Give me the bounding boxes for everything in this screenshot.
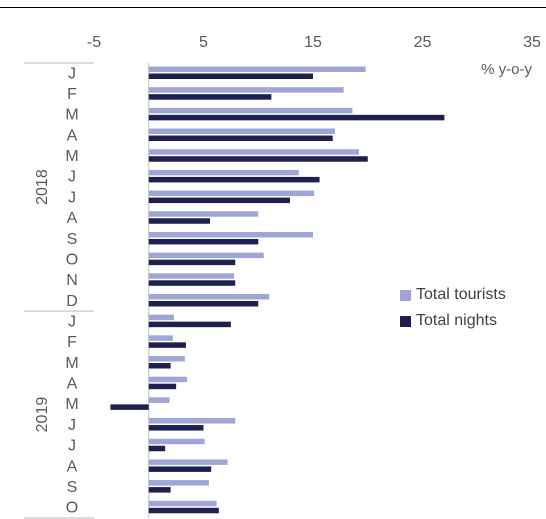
- x-tick-label: 15: [304, 34, 322, 51]
- category-label: A: [67, 210, 78, 227]
- category-label: F: [67, 334, 77, 351]
- legend-swatch-total-tourists: [400, 289, 411, 301]
- x-tick-label: 35: [523, 34, 541, 51]
- bar-total-tourists: [148, 480, 209, 486]
- group-label: 2018: [34, 169, 51, 205]
- category-label: J: [68, 438, 76, 455]
- category-label: M: [65, 107, 78, 124]
- bar-total-tourists: [148, 314, 174, 321]
- bar-total-nights: [110, 404, 149, 410]
- legend-swatch-total-nights: [400, 315, 411, 327]
- bar-total-tourists: [148, 376, 188, 383]
- category-label: A: [67, 458, 78, 475]
- bar-total-nights: [148, 259, 236, 266]
- category-label: O: [66, 251, 78, 268]
- legend-label-total-tourists: Total tourists: [416, 286, 506, 303]
- bar-total-nights: [148, 445, 166, 452]
- bar-total-nights: [148, 300, 259, 307]
- category-label: F: [67, 86, 77, 103]
- category-label: A: [67, 127, 78, 144]
- bar-total-nights: [148, 342, 186, 348]
- bar-total-tourists: [148, 438, 205, 445]
- bar-total-nights: [148, 218, 211, 224]
- bar-total-tourists: [148, 418, 236, 424]
- bar-total-tourists: [148, 252, 264, 259]
- group-label: 2019: [34, 397, 51, 433]
- category-label: M: [65, 148, 78, 165]
- bar-total-tourists: [148, 273, 235, 279]
- bar-total-tourists: [148, 459, 228, 465]
- bar-total-nights: [148, 114, 445, 121]
- bar-total-tourists: [148, 356, 185, 362]
- bar-total-nights: [148, 280, 236, 286]
- bar-total-tourists: [148, 231, 313, 238]
- bar-total-tourists: [148, 397, 170, 403]
- x-tick-label: -5: [87, 34, 101, 51]
- bar-total-tourists: [148, 293, 270, 300]
- category-label: M: [65, 396, 78, 413]
- category-label: D: [66, 293, 78, 310]
- category-label: S: [67, 479, 78, 496]
- category-label: J: [68, 417, 76, 434]
- bar-total-tourists: [148, 66, 366, 72]
- category-label: J: [68, 314, 76, 331]
- bar-total-nights: [148, 466, 212, 472]
- legend-item-total-tourists: Total tourists: [400, 282, 506, 308]
- bar-total-tourists: [148, 335, 173, 341]
- bar-total-nights: [148, 156, 368, 162]
- bar-total-tourists: [148, 87, 344, 93]
- bar-total-tourists: [148, 128, 335, 135]
- bar-total-nights: [148, 383, 177, 390]
- x-tick-label: 5: [199, 34, 208, 51]
- category-label: A: [67, 376, 78, 393]
- bar-total-nights: [148, 197, 291, 204]
- category-label: N: [66, 272, 78, 289]
- unit-label: % y-o-y: [481, 61, 532, 78]
- bar-total-tourists: [148, 169, 299, 176]
- category-label: J: [68, 189, 76, 206]
- bar-total-tourists: [148, 190, 315, 197]
- legend-label-total-nights: Total nights: [416, 312, 497, 329]
- category-label: J: [68, 65, 76, 82]
- bar-total-nights: [148, 507, 219, 514]
- bar-total-tourists: [148, 500, 217, 507]
- legend-item-total-nights: Total nights: [400, 308, 506, 334]
- bar-total-nights: [148, 238, 259, 245]
- bar-total-nights: [148, 321, 231, 328]
- bar-total-nights: [148, 135, 333, 142]
- category-label: O: [66, 500, 78, 517]
- legend: Total tourists Total nights: [400, 282, 506, 334]
- bar-total-tourists: [148, 149, 359, 155]
- bar-total-nights: [148, 487, 171, 493]
- bar-total-nights: [148, 94, 272, 100]
- top-rule: [0, 7, 546, 8]
- bar-total-nights: [148, 425, 204, 431]
- bar-total-tourists: [148, 107, 353, 114]
- bar-total-nights: [148, 73, 313, 79]
- bar-total-nights: [148, 363, 171, 369]
- category-label: S: [67, 231, 78, 248]
- bar-total-tourists: [148, 211, 259, 217]
- bar-total-nights: [148, 176, 320, 183]
- category-label: M: [65, 355, 78, 372]
- category-label: J: [68, 169, 76, 186]
- x-tick-label: 25: [414, 34, 432, 51]
